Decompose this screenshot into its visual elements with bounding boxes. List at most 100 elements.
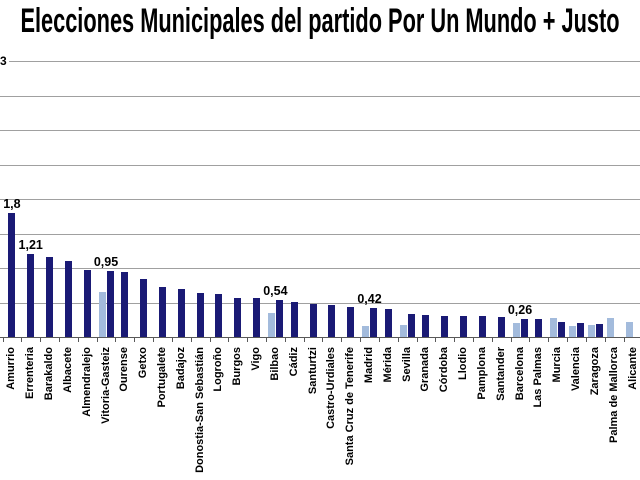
data-label-Amurrio: 1,8 — [3, 197, 21, 211]
axis-tick-mark — [435, 337, 436, 342]
x-axis-label-text: Llodio — [457, 347, 470, 380]
bar-dark-Vitoria-Gasteiz — [106, 271, 114, 337]
y-axis-tick-label: 3 — [0, 54, 9, 68]
x-axis-label-text: Burgos — [231, 347, 244, 386]
bar-light-Valencia — [569, 326, 576, 337]
axis-tick-mark — [97, 337, 98, 342]
data-label-Barcelona: 0,26 — [507, 303, 533, 317]
bar-dark-Murcia — [558, 322, 566, 337]
bar-dark-Portugalete — [159, 287, 166, 337]
bar-light-Barcelona — [512, 323, 520, 337]
axis-tick-mark — [322, 337, 323, 342]
gridline — [0, 61, 640, 62]
x-axis-label-text: Albacete — [61, 347, 74, 393]
x-axis-label-text: Cádiz — [287, 347, 300, 377]
x-axis-label-text: Barcelona — [513, 347, 526, 401]
x-axis-label-Ourense: Ourense — [118, 343, 131, 473]
x-axis-label-Almendralejo: Almendralejo — [81, 343, 94, 473]
gridline — [0, 303, 640, 304]
bar-dark-Badajoz — [177, 289, 185, 337]
x-axis-label-Palma de Mallorca: Palma de Mallorca — [608, 343, 621, 473]
bar-dark-Bilbao — [275, 300, 283, 337]
axis-tick-mark — [40, 337, 41, 342]
bar-dark-Madrid — [370, 308, 377, 337]
bar-dark-Mérida — [384, 309, 392, 337]
axis-tick-mark — [153, 337, 154, 342]
x-axis-label-Barakaldo: Barakaldo — [43, 343, 56, 473]
x-axis-label-Llodio: Llodio — [457, 343, 470, 473]
x-axis-label-Santa Cruz de Tenerife: Santa Cruz de Tenerife — [344, 343, 357, 473]
bar-light-Bilbao — [267, 313, 275, 337]
bar-dark-Amurrio — [8, 213, 16, 337]
x-axis-label-text: Getxo — [137, 347, 150, 379]
bar-dark-Córdoba — [441, 316, 449, 337]
axis-tick-mark — [59, 337, 60, 342]
axis-tick-mark — [341, 337, 342, 342]
gridline — [0, 96, 640, 97]
bar-dark-Zaragoza — [595, 324, 603, 337]
x-axis-label-Murcia: Murcia — [551, 343, 564, 473]
x-axis-label-text: Ourense — [118, 347, 131, 392]
axis-tick-mark — [285, 337, 286, 342]
axis-tick-mark — [624, 337, 625, 342]
x-axis-label-text: Bilbao — [268, 347, 281, 381]
axis-tick-mark — [210, 337, 211, 342]
bar-dark-Pamplona — [478, 316, 486, 337]
bar-dark-Sevilla — [407, 314, 415, 337]
bar-dark-Albacete — [64, 261, 72, 337]
axis-tick-mark — [605, 337, 606, 342]
gridline — [0, 130, 640, 131]
x-axis-label-text: Zaragoza — [588, 347, 601, 396]
bar-dark-Barakaldo — [46, 257, 53, 337]
x-axis-label-text: Santander — [494, 347, 507, 401]
x-axis-label-Santurtzi: Santurtzi — [307, 343, 320, 473]
bar-dark-Llodio — [460, 316, 468, 337]
axis-tick-mark — [134, 337, 135, 342]
axis-tick-mark — [529, 337, 530, 342]
x-axis-label-Logroño: Logroño — [212, 343, 225, 473]
x-axis-label-text: Badajoz — [174, 347, 187, 390]
bar-dark-Santander — [497, 317, 505, 337]
bar-light-Murcia — [550, 318, 558, 337]
x-axis-label-text: Pamplona — [475, 347, 488, 400]
gridline — [0, 234, 640, 235]
axis-tick-mark — [304, 337, 305, 342]
x-axis-label-text: Murcia — [551, 347, 564, 383]
axis-tick-mark — [21, 337, 22, 342]
x-axis-label-text: Santa Cruz de Tenerife — [344, 347, 357, 466]
axis-tick-mark — [3, 337, 4, 342]
x-axis-label-text: Alicante — [626, 347, 639, 390]
x-axis-label-text: Mérida — [381, 347, 394, 383]
x-axis-label-Cádiz: Cádiz — [288, 343, 301, 473]
x-axis-label-text: Almendralejo — [80, 347, 93, 417]
axis-tick-mark — [266, 337, 267, 342]
x-axis-label-text: Granada — [419, 347, 432, 392]
gridline — [0, 165, 640, 166]
axis-tick-mark — [247, 337, 248, 342]
chart-title: Elecciones Municipales del partido Por U… — [20, 2, 620, 40]
bar-dark-Donostia-San Sebastián — [196, 293, 204, 337]
x-axis-label-text: Valencia — [570, 347, 582, 392]
bar-light-Zaragoza — [587, 325, 595, 337]
x-axis-label-Vigo: Vigo — [250, 343, 263, 473]
axis-tick-mark — [398, 337, 399, 342]
x-axis-label-Córdoba: Córdoba — [438, 343, 451, 473]
x-axis-label-text: Barakaldo — [43, 347, 55, 401]
axis-tick-mark — [78, 337, 79, 342]
x-axis-label-text: Las Palmas — [532, 347, 545, 408]
x-axis-label-text: Logroño — [212, 347, 225, 392]
x-axis-label-Pamplona: Pamplona — [476, 343, 489, 473]
bar-dark-Las Palmas — [535, 319, 543, 337]
axis-tick-mark — [417, 337, 418, 342]
x-axis-label-text: Vitoria-Gasteiz — [99, 347, 112, 424]
axis-tick-mark — [454, 337, 455, 342]
x-axis-label-Barcelona: Barcelona — [514, 343, 527, 473]
axis-tick-mark — [360, 337, 361, 342]
x-axis-label-Amurrio: Amurrio — [5, 343, 18, 473]
x-axis-label-text: Castro-Urdiales — [325, 347, 338, 429]
x-axis-label-Portugalete: Portugalete — [156, 343, 169, 473]
x-axis-label-text: Errenteria — [24, 347, 37, 399]
x-axis-label-Getxo: Getxo — [137, 343, 150, 473]
axis-tick-mark — [115, 337, 116, 342]
x-axis-label-Santander: Santander — [495, 343, 508, 473]
